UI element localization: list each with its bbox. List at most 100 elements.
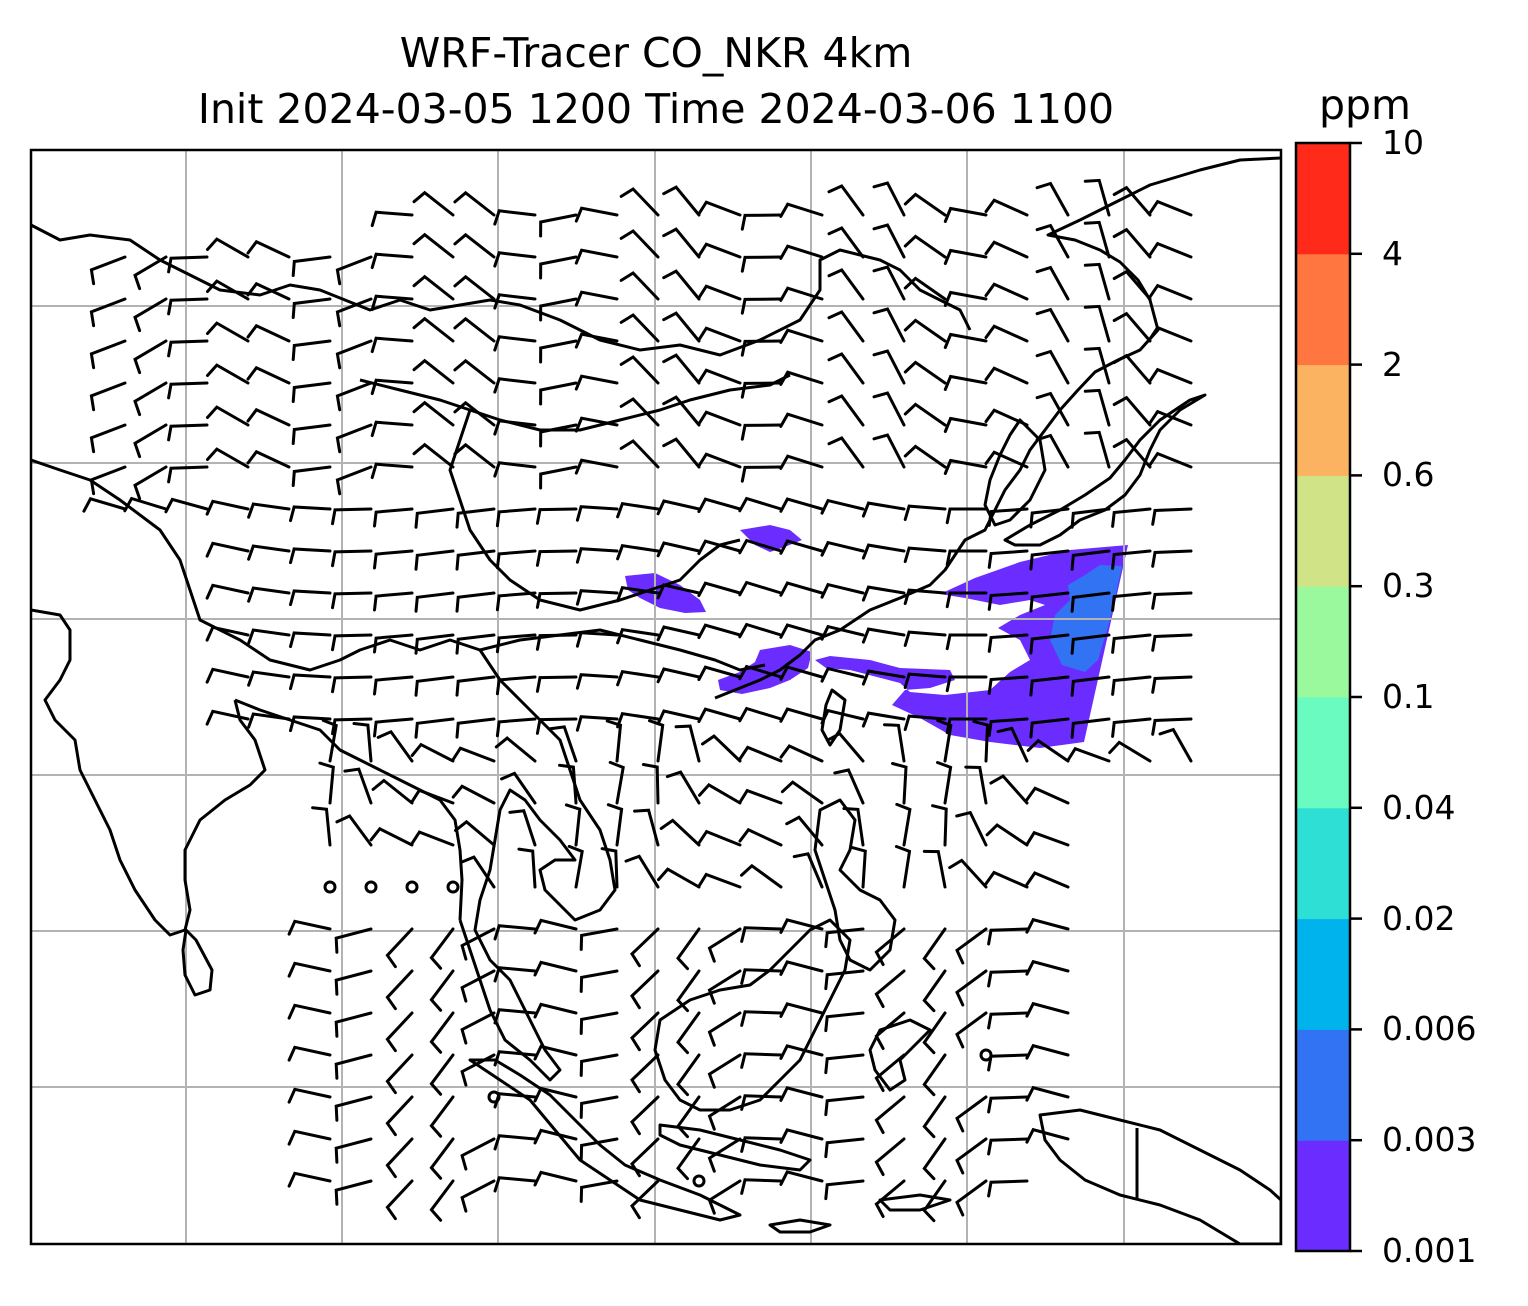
wind-barb xyxy=(987,1095,1029,1114)
wind-barb xyxy=(903,234,947,259)
calm-wind-marker xyxy=(692,1174,706,1188)
wind-barb xyxy=(291,297,332,319)
wind-barb xyxy=(453,442,496,469)
wind-barb xyxy=(493,1134,537,1151)
wind-barb xyxy=(619,397,660,427)
wind-barb xyxy=(779,370,824,386)
wind-barb xyxy=(246,281,291,301)
wind-barb xyxy=(373,675,414,696)
wind-barb xyxy=(343,767,373,805)
wind-barb xyxy=(616,670,660,687)
wind-barb xyxy=(206,279,250,301)
wind-barb xyxy=(861,669,906,686)
wind-barb xyxy=(1148,241,1193,259)
wind-barb xyxy=(697,368,742,385)
wind-barb xyxy=(539,339,578,364)
wind-barb xyxy=(903,192,947,217)
wind-barb xyxy=(1070,507,1111,529)
wind-barb xyxy=(539,465,578,490)
wind-barb xyxy=(500,771,537,805)
wind-barb xyxy=(616,544,660,561)
wind-barb xyxy=(861,627,906,644)
wind-barb xyxy=(820,666,865,683)
colorbar-tick-label: 0.001 xyxy=(1382,1231,1477,1270)
wind-barb xyxy=(922,1095,947,1139)
map-title-line1: WRF-Tracer CO_NKR 4km xyxy=(399,29,913,77)
wind-barb xyxy=(89,255,127,286)
wind-barb xyxy=(874,1179,906,1218)
wind-barb xyxy=(1148,367,1193,385)
wind-barb xyxy=(619,271,660,301)
wind-barb xyxy=(624,854,660,889)
wind-barb xyxy=(656,667,701,684)
wind-barb xyxy=(740,423,783,441)
wind-barb xyxy=(429,1179,455,1222)
wind-barb xyxy=(903,630,947,647)
wind-barb xyxy=(922,1053,947,1097)
sulawesi-coastline xyxy=(868,1018,932,1092)
wind-barb xyxy=(984,408,1029,427)
wind-barb xyxy=(493,209,537,226)
wind-barb xyxy=(579,927,619,951)
wind-barb xyxy=(824,1095,865,1117)
wind-barb xyxy=(564,803,582,847)
wind-barb xyxy=(861,585,906,602)
colorbar-tick-label: 4 xyxy=(1382,233,1403,273)
wind-barb xyxy=(903,402,947,427)
philippines-coastline xyxy=(813,798,897,972)
wind-barb xyxy=(1083,304,1111,343)
colorbar-segment xyxy=(1296,697,1350,809)
wind-barb xyxy=(874,1095,906,1134)
wind-barb xyxy=(697,829,742,847)
wind-barb xyxy=(460,1179,496,1213)
wind-barb xyxy=(533,1044,578,1061)
colorbar-tick-label: 0.02 xyxy=(1382,898,1456,938)
wind-barb xyxy=(707,1011,742,1047)
wind-barb xyxy=(495,675,537,696)
wind-barb xyxy=(740,255,783,273)
wind-barb xyxy=(370,462,414,480)
colorbar xyxy=(1296,141,1362,1253)
wind-barb xyxy=(385,1053,414,1095)
wind-barb xyxy=(608,760,625,805)
wind-barb xyxy=(657,867,701,889)
wind-barb xyxy=(247,502,291,519)
wind-barb xyxy=(964,765,988,805)
wind-barb xyxy=(579,969,619,993)
wind-barb xyxy=(872,307,906,343)
wind-barb xyxy=(903,588,947,605)
wind-barb xyxy=(740,863,783,889)
wind-barb xyxy=(943,458,988,475)
wind-barb xyxy=(833,768,865,805)
wind-barb xyxy=(630,1095,660,1136)
wind-barb xyxy=(460,927,496,961)
wind-barb xyxy=(493,461,537,478)
wind-barb xyxy=(493,293,537,310)
wind-barb xyxy=(779,918,824,934)
wind-barb xyxy=(630,1179,660,1220)
wind-barb xyxy=(1148,409,1193,427)
wind-barb xyxy=(414,717,455,739)
wind-barb xyxy=(943,374,988,391)
wind-barb xyxy=(697,581,742,598)
wind-barb xyxy=(334,969,373,996)
wind-barb xyxy=(291,465,332,487)
colorbar-segment xyxy=(1296,253,1350,366)
wind-barb xyxy=(373,591,414,612)
wind-barb xyxy=(662,395,701,427)
wind-barb xyxy=(287,1003,332,1020)
wind-barb xyxy=(619,313,660,343)
wind-barb xyxy=(656,709,701,726)
wind-barb xyxy=(1029,591,1070,613)
wind-barb xyxy=(164,497,209,514)
wind-barb xyxy=(872,433,906,469)
southeast-china-inland-border xyxy=(479,628,766,672)
wind-barb xyxy=(535,675,578,693)
wind-barb xyxy=(412,190,455,217)
wind-barb xyxy=(412,232,455,259)
wind-barb xyxy=(922,1137,947,1181)
wind-barb xyxy=(922,1179,947,1223)
colorbar-tick-label: 10 xyxy=(1382,123,1424,162)
wind-barb xyxy=(495,549,537,570)
colorbar-frame xyxy=(1294,141,1352,1253)
